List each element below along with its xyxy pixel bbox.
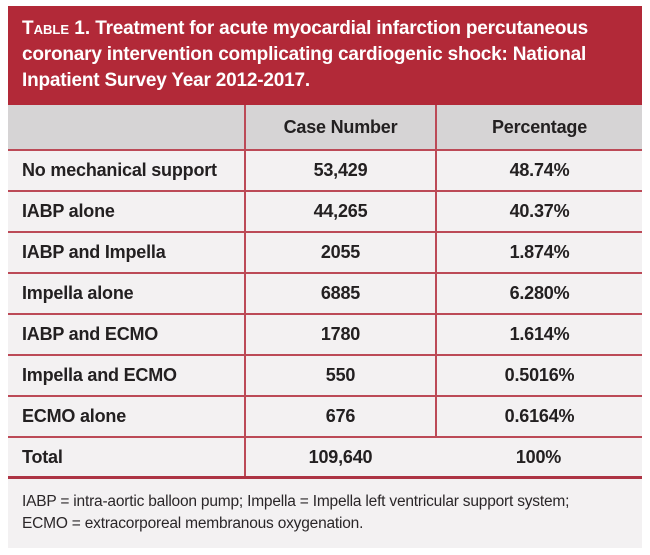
row-label-cell: Impella alone — [8, 274, 244, 313]
row-label: No mechanical support — [22, 160, 217, 181]
row-case-number: 44,265 — [313, 201, 368, 222]
total-label-cell: Total — [8, 438, 244, 476]
row-label: Impella alone — [22, 283, 134, 304]
total-case-number: 109,640 — [308, 446, 373, 467]
row-case-number-cell: 6885 — [244, 274, 435, 314]
row-label-cell: Impella and ECMO — [8, 356, 244, 395]
table-row: ECMO alone 676 0.6164% — [8, 397, 642, 439]
row-case-number: 6885 — [320, 283, 361, 304]
row-case-number-cell: 676 — [244, 397, 435, 437]
row-label-cell: IABP and Impella — [8, 233, 244, 272]
row-label-cell: ECMO alone — [8, 397, 244, 436]
row-case-number-cell: 1780 — [244, 315, 435, 355]
table-label: Table 1. — [22, 18, 91, 39]
row-label: ECMO alone — [22, 406, 127, 427]
header-cell-percentage: Percentage — [435, 105, 642, 150]
table-row: IABP and Impella 2055 1.874% — [8, 233, 642, 275]
table-row: No mechanical support 53,429 48.74% — [8, 151, 642, 193]
table-header-row: Case Number Percentage — [8, 105, 642, 152]
header-cell-case-number: Case Number — [244, 105, 435, 150]
table-total-row: Total 109,640 100% — [8, 438, 642, 480]
row-percentage-cell: 48.74% — [435, 151, 642, 191]
row-percentage: 1.874% — [509, 242, 570, 263]
row-label: IABP and ECMO — [22, 324, 159, 345]
row-case-number-cell: 53,429 — [244, 151, 435, 191]
row-percentage-cell: 40.37% — [435, 192, 642, 232]
row-case-number: 676 — [325, 406, 356, 427]
row-percentage: 0.6164% — [504, 406, 575, 427]
header-case-number-label: Case Number — [283, 116, 398, 137]
row-label: IABP and Impella — [22, 242, 166, 263]
table-1-card: Table 1. Treatment for acute myocardial … — [8, 6, 642, 549]
row-percentage-cell: 0.6164% — [435, 397, 642, 437]
row-percentage-cell: 6.280% — [435, 274, 642, 314]
row-percentage: 6.280% — [509, 283, 570, 304]
table-footnote: IABP = intra-aortic balloon pump; Impell… — [8, 479, 642, 549]
total-percentage-cell: 100% — [435, 438, 642, 476]
header-percentage-label: Percentage — [491, 116, 588, 137]
table-row: Impella alone 6885 6.280% — [8, 274, 642, 316]
table-row: IABP alone 44,265 40.37% — [8, 192, 642, 234]
row-percentage: 48.74% — [509, 160, 570, 181]
row-label-cell: IABP alone — [8, 192, 244, 231]
table-title: Table 1. Treatment for acute myocardial … — [8, 6, 642, 106]
row-label: IABP alone — [22, 201, 115, 222]
row-case-number: 2055 — [320, 242, 361, 263]
header-cell-empty — [8, 105, 244, 149]
footnote-text: IABP = intra-aortic balloon pump; Impell… — [22, 493, 570, 533]
total-case-number-cell: 109,640 — [244, 438, 435, 477]
row-label-cell: IABP and ECMO — [8, 315, 244, 354]
row-case-number: 53,429 — [313, 160, 368, 181]
row-label: Impella and ECMO — [22, 365, 177, 386]
row-case-number: 1780 — [320, 324, 361, 345]
row-case-number: 550 — [325, 365, 356, 386]
row-percentage-cell: 1.874% — [435, 233, 642, 273]
row-percentage-cell: 1.614% — [435, 315, 642, 355]
row-percentage: 1.614% — [509, 324, 570, 345]
row-case-number-cell: 2055 — [244, 233, 435, 273]
total-label: Total — [22, 446, 63, 467]
row-percentage-cell: 0.5016% — [435, 356, 642, 396]
table-row: Impella and ECMO 550 0.5016% — [8, 356, 642, 398]
table-title-text: Treatment for acute myocardial infarctio… — [22, 18, 589, 92]
row-case-number-cell: 44,265 — [244, 192, 435, 232]
row-percentage: 40.37% — [509, 201, 570, 222]
total-percentage: 100% — [515, 446, 562, 467]
row-case-number-cell: 550 — [244, 356, 435, 396]
row-label-cell: No mechanical support — [8, 151, 244, 190]
table-row: IABP and ECMO 1780 1.614% — [8, 315, 642, 357]
row-percentage: 0.5016% — [504, 365, 575, 386]
